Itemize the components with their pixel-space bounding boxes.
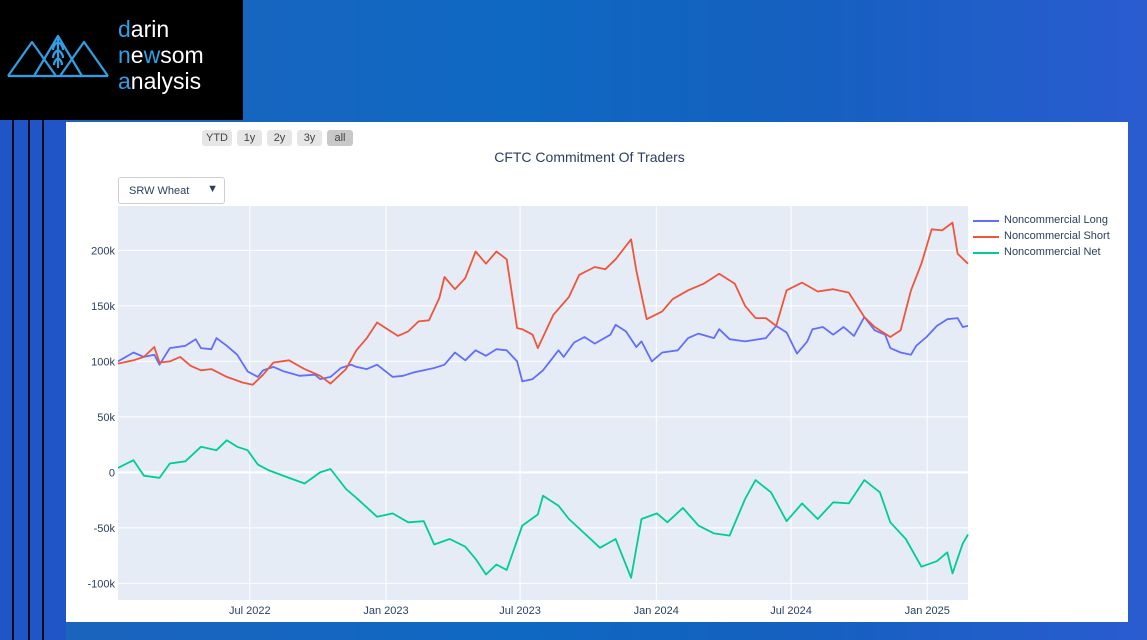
legend-item-long[interactable]: Noncommercial Long — [973, 213, 1123, 229]
x-tick-label: Jan 2024 — [634, 605, 679, 617]
y-tick-label: 0 — [109, 467, 115, 479]
y-tick-label: 200k — [91, 245, 115, 257]
y-tick-label: -100k — [87, 578, 115, 590]
brand-letter: n — [118, 42, 131, 68]
legend-swatch — [973, 236, 999, 238]
range-button-ytd[interactable]: YTD — [202, 130, 232, 146]
commodity-dropdown[interactable]: SRW Wheat ▼ — [118, 177, 225, 204]
series-line-1 — [117, 221, 969, 386]
chart-panel: 200k 150k 100k 50k 0 -50k -100k Jul 2022 Jan 202… — [66, 122, 1128, 622]
brand-text: arin — [130, 16, 170, 42]
series-line-2 — [117, 439, 969, 579]
brand-letter: a — [118, 68, 131, 94]
brand-text: nalysis — [130, 68, 202, 94]
y-tick-label: 50k — [97, 412, 115, 424]
legend-item-short[interactable]: Noncommercial Short — [973, 229, 1123, 245]
decorative-side-lines — [0, 120, 66, 640]
wheat-mountains-logo-icon — [7, 34, 109, 78]
brand-letter: d — [118, 16, 131, 42]
side-line — [28, 120, 30, 640]
brand-wordmark: darin newsom analysis — [118, 16, 204, 94]
legend-swatch — [973, 220, 999, 222]
plot-area — [118, 206, 968, 600]
legend-item-net[interactable]: Noncommercial Net — [973, 245, 1123, 261]
x-tick-label: Jul 2023 — [499, 605, 541, 617]
legend-label: Noncommercial Short — [1004, 230, 1110, 242]
cot-line-chart: 200k 150k 100k 50k 0 -50k -100k Jul 2022 Jan 202… — [87, 206, 969, 617]
y-tick-label: 100k — [91, 356, 115, 368]
brand-text: e — [130, 42, 144, 68]
triangle-down-icon: ▼ — [207, 183, 218, 195]
chart-title: CFTC Commitment Of Traders — [494, 149, 685, 165]
x-tick-label: Jul 2024 — [770, 605, 812, 617]
legend-label: Noncommercial Net — [1004, 246, 1101, 258]
range-button-3y[interactable]: 3y — [297, 130, 322, 146]
legend-swatch — [973, 252, 999, 254]
range-button-2y[interactable]: 2y — [267, 130, 292, 146]
brand-logo: darin newsom analysis — [0, 0, 243, 120]
y-tick-label: 150k — [91, 301, 115, 313]
brand-text: som — [160, 42, 204, 68]
x-tick-label: Jan 2023 — [363, 605, 408, 617]
x-tick-label: Jul 2022 — [229, 605, 271, 617]
brand-line-1: darin — [118, 16, 204, 42]
brand-line-3: analysis — [118, 68, 204, 94]
range-button-all[interactable]: all — [327, 130, 353, 146]
x-tick-label: Jan 2025 — [905, 605, 950, 617]
legend-label: Noncommercial Long — [1004, 214, 1108, 226]
brand-line-2: newsom — [118, 42, 204, 68]
y-tick-label: -50k — [94, 523, 116, 535]
range-button-1y[interactable]: 1y — [237, 130, 262, 146]
side-line — [42, 120, 44, 640]
side-line — [12, 120, 14, 640]
dropdown-selected-value: SRW Wheat — [129, 185, 190, 197]
brand-letter: w — [143, 42, 161, 68]
series-line-0 — [117, 316, 969, 383]
